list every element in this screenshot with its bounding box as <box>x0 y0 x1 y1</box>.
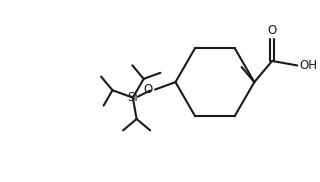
Text: Si: Si <box>127 91 138 104</box>
Text: O: O <box>268 24 277 37</box>
Text: OH: OH <box>299 59 317 72</box>
Text: O: O <box>144 83 153 96</box>
